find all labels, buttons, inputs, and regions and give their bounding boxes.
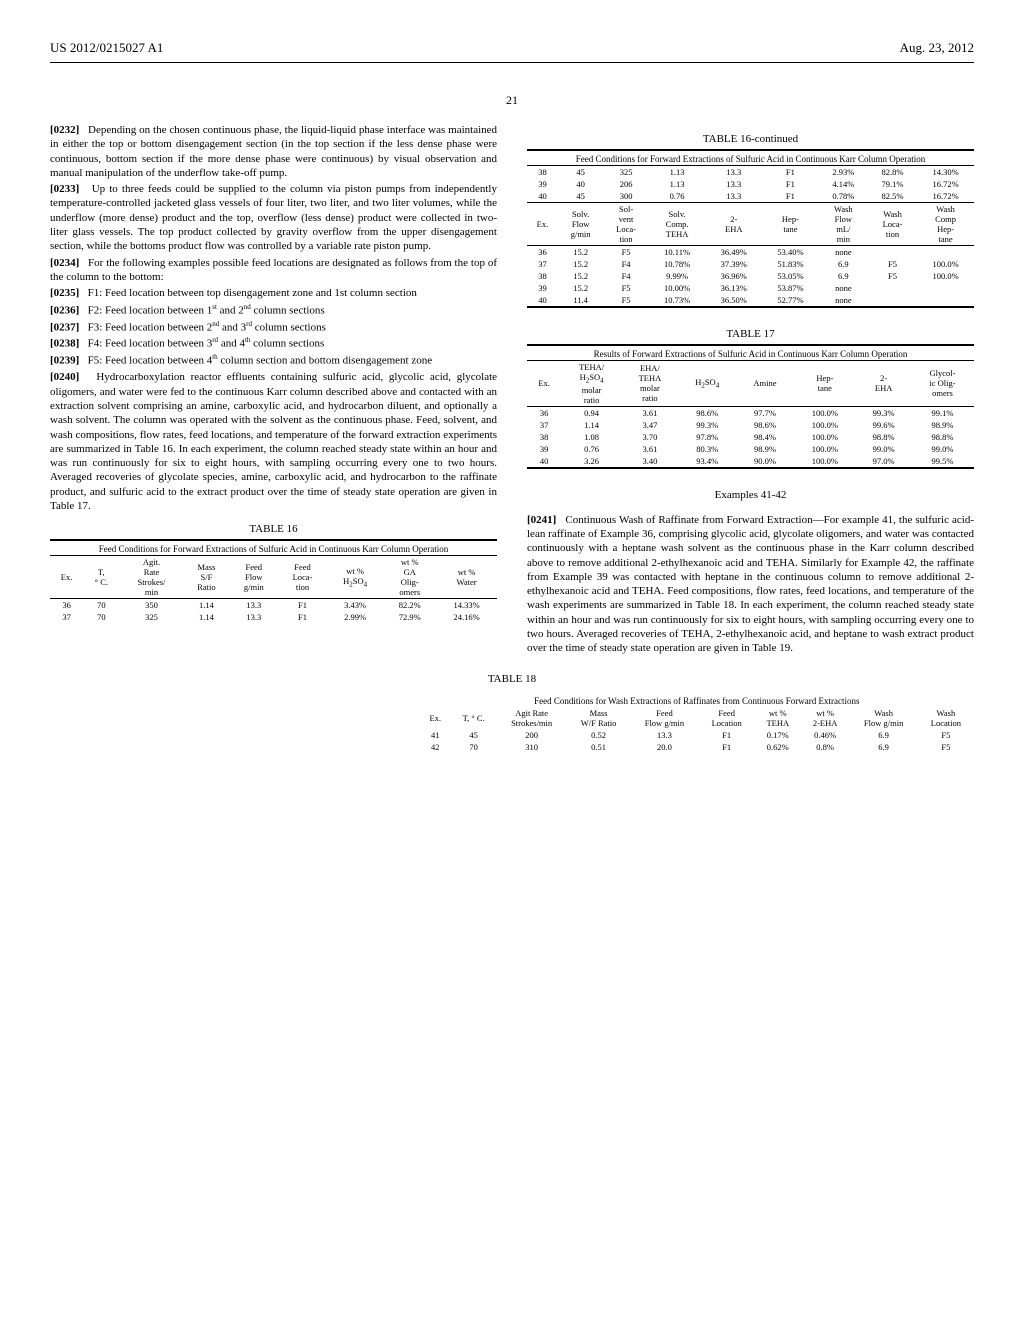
t16-h5: FeedLoca-tion	[278, 556, 327, 599]
t16-h2: Agit.RateStrokes/min	[120, 556, 184, 599]
right-column: TABLE 16-continued Feed Conditions for F…	[527, 123, 974, 658]
table-row: 371.143.4799.3%98.6%100.0%99.6%98.9%	[527, 419, 974, 431]
table-row: 403.263.4093.4%90.0%100.0%97.0%99.5%	[527, 455, 974, 468]
para-0239: [0239] F5: Feed location between 4th col…	[50, 353, 497, 368]
t16-h4: FeedFlowg/min	[229, 556, 278, 599]
header-rule	[50, 62, 974, 63]
examples-41-42-header: Examples 41-42	[527, 489, 974, 501]
para-0238: [0238] F4: Feed location between 3rd and…	[50, 336, 497, 351]
header-left: US 2012/0215027 A1	[50, 40, 163, 56]
table-row: 38453251.1313.3F12.93%82.8%14.30%	[527, 166, 974, 179]
table-row: 3915.2F510.00%36.13%53.87%none	[527, 282, 974, 294]
t16-h6: wt %H2SO4	[327, 556, 384, 599]
table16-caption: TABLE 16	[50, 523, 497, 535]
two-column-layout: [0232] Depending on the chosen continuou…	[50, 123, 974, 658]
table-row: 3715.2F410.78%37.39%51.83%6.9F5100.0%	[527, 258, 974, 270]
table18-caption: TABLE 18	[50, 673, 974, 685]
t16-h0: Ex.	[50, 556, 83, 599]
header-right: Aug. 23, 2012	[900, 40, 974, 56]
page-number: 21	[50, 93, 974, 108]
page-header: US 2012/0215027 A1 Aug. 23, 2012	[50, 40, 974, 56]
table-row: 4011.4F510.73%36.50%52.77%none	[527, 294, 974, 307]
table-row: 37703251.1413.3F12.99%72.9%24.16%	[50, 611, 497, 623]
left-column: [0232] Depending on the chosen continuou…	[50, 123, 497, 658]
para-0233: [0233] Up to three feeds could be suppli…	[50, 182, 497, 253]
table-row: 381.083.7097.8%98.4%100.0%98.8%98.8%	[527, 431, 974, 443]
t16-h3: MassS/FRatio	[183, 556, 229, 599]
table-row: 40453000.7613.3F10.78%82.5%16.72%	[527, 190, 974, 203]
table-row: 36703501.1413.3F13.43%82.2%14.33%	[50, 599, 497, 612]
table18: Feed Conditions for Wash Extractions of …	[420, 693, 974, 753]
table-row: 42703100.5120.0F10.62%0.8%6.9F5	[420, 741, 974, 753]
t16-h7: wt %GAOlig-omers	[383, 556, 436, 599]
table-row: 360.943.6198.6%97.7%100.0%99.3%99.1%	[527, 406, 974, 419]
para-0237: [0237] F3: Feed location between 2nd and…	[50, 320, 497, 335]
table-row: 3815.2F49.99%36.96%53.05%6.9F5100.0%	[527, 270, 974, 282]
table16c-caption: TABLE 16-continued	[527, 133, 974, 145]
para-0232: [0232] Depending on the chosen continuou…	[50, 123, 497, 180]
para-0234: [0234] For the following examples possib…	[50, 256, 497, 285]
para-0241: [0241] Continuous Wash of Raffinate from…	[527, 513, 974, 656]
table16: Feed Conditions for Forward Extractions …	[50, 539, 497, 623]
para-0236: [0236] F2: Feed location between 1st and…	[50, 303, 497, 318]
table17: Results of Forward Extractions of Sulfur…	[527, 344, 974, 469]
t16-h1: T,° C.	[83, 556, 119, 599]
table-row: 3615.2F510.11%36.49%53.40%none	[527, 246, 974, 259]
table-row: 41452000.5213.3F10.17%0.46%6.9F5	[420, 729, 974, 741]
table-row: 390.763.6180.3%98.9%100.0%99.0%99.0%	[527, 443, 974, 455]
t16-h8: wt %Water	[436, 556, 497, 599]
table17-caption: TABLE 17	[527, 328, 974, 340]
table16-continued: Feed Conditions for Forward Extractions …	[527, 149, 974, 308]
para-0240: [0240] Hydrocarboxylation reactor efflue…	[50, 370, 497, 513]
table-row: 39402061.1313.3F14.14%79.1%16.72%	[527, 178, 974, 190]
para-0235: [0235] F1: Feed location between top dis…	[50, 286, 497, 300]
